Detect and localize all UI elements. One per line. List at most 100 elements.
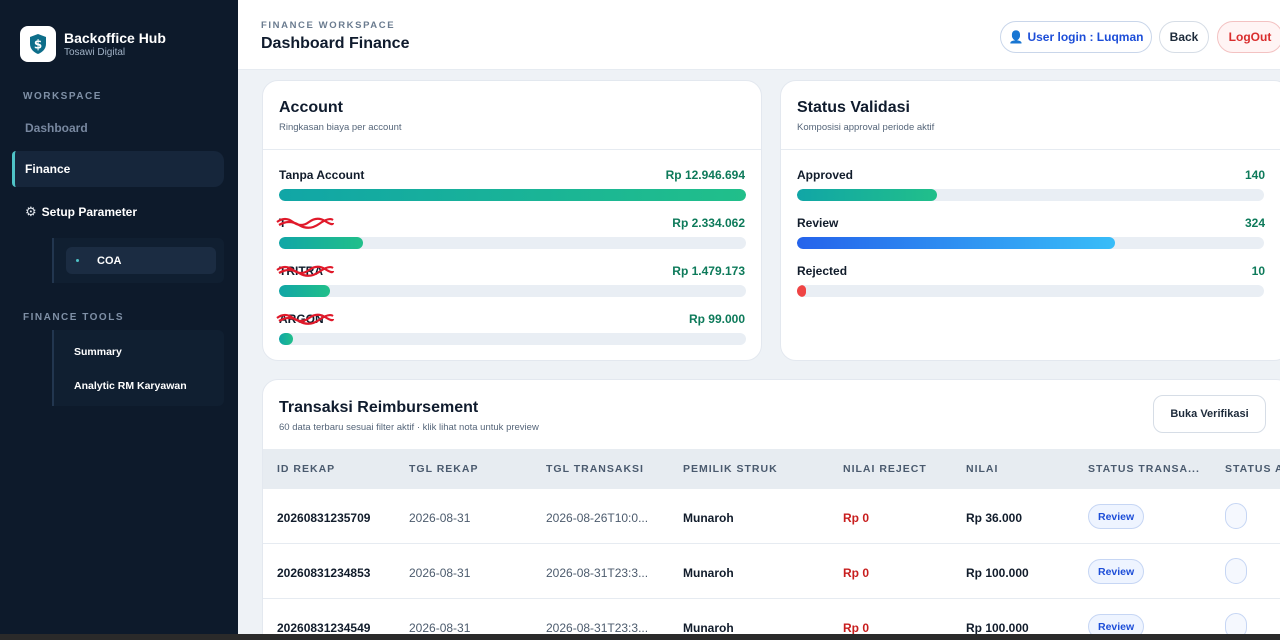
cell-pemilik-struk: Munaroh <box>683 511 734 525</box>
page-title: Dashboard Finance <box>261 35 410 52</box>
sidebar: $ Backoffice Hub Tosawi Digital WORKSPAC… <box>0 0 238 640</box>
dollar-shield-icon: $ <box>20 26 56 62</box>
column-header-id-rekap[interactable]: ID REKAP <box>277 463 336 475</box>
account-progress-track <box>279 237 746 249</box>
cell-id-rekap: 20260831234853 <box>277 566 371 580</box>
workspace-eyebrow: FINANCE WORKSPACE <box>261 20 396 31</box>
sidebar-item-label: Setup Parameter <box>41 205 138 219</box>
finance-tools-list: Summary Analytic RM Karyawan <box>52 330 224 406</box>
status-card-subtitle: Komposisi approval periode aktif <box>797 122 935 133</box>
status-row-label: Review <box>797 216 839 230</box>
bullet-icon <box>76 259 79 262</box>
top-header: FINANCE WORKSPACE Dashboard Finance 👤 Us… <box>238 0 1280 70</box>
table-subtitle: 60 data terbaru sesuai filter aktif · kl… <box>279 422 539 433</box>
status-badge[interactable]: Review <box>1088 504 1145 529</box>
sidebar-item-label: Finance <box>25 162 71 176</box>
cell-nilai: Rp 36.000 <box>966 511 1023 525</box>
account-progress-track <box>279 333 746 345</box>
column-header-nilai-reject[interactable]: NILAI REJECT <box>843 463 927 475</box>
status-progress-track <box>797 285 1264 297</box>
status-progress-track <box>797 237 1264 249</box>
svg-text:$: $ <box>34 38 42 52</box>
cell-nilai: Rp 100.000 <box>966 566 1029 580</box>
sidebar-item-finance[interactable]: Finance <box>12 151 224 187</box>
setup-submenu: COA <box>52 238 224 283</box>
cell-pemilik-struk: Munaroh <box>683 566 734 580</box>
redaction-scribble <box>276 313 335 325</box>
column-header-nilai[interactable]: NILAI <box>966 463 999 475</box>
status-ai-pill[interactable] <box>1225 558 1247 584</box>
tool-item-analytic-rm-karyawan[interactable]: Analytic RM Karyawan <box>74 380 187 392</box>
back-button[interactable]: Back <box>1159 21 1209 53</box>
cell-tgl-rekap: 2026-08-31 <box>409 511 471 525</box>
status-row-label: Approved <box>797 168 854 182</box>
sidebar-item-setup-parameter[interactable]: ⚙ Setup Parameter <box>12 194 224 230</box>
column-header-status-ai[interactable]: STATUS AI <box>1225 463 1280 475</box>
cell-pemilik-struk: Munaroh <box>683 621 734 635</box>
submenu-item-coa[interactable]: COA <box>66 247 216 274</box>
gear-icon: ⚙ <box>25 204 37 219</box>
account-row-value: Rp 2.334.062 <box>672 216 745 230</box>
cell-nilai-reject: Rp 0 <box>843 566 870 580</box>
account-progress-fill <box>279 189 746 201</box>
table-row[interactable]: 20260831235709 2026-08-31 2026-08-26T10:… <box>263 489 1280 544</box>
account-progress-fill <box>279 285 331 297</box>
cell-id-rekap: 20260831235709 <box>277 511 371 525</box>
status-progress-fill <box>797 285 807 297</box>
transaksi-reimbursement-card: Transaksi Reimbursement 60 data terbaru … <box>262 379 1280 640</box>
table-header: ID REKAP TGL REKAP TGL TRANSAKSI PEMILIK… <box>263 449 1280 489</box>
status-ai-pill[interactable] <box>1225 503 1247 529</box>
workspace-section-label: WORKSPACE <box>23 91 102 102</box>
redaction-scribble <box>276 265 335 277</box>
sidebar-item-label: Dashboard <box>25 121 88 135</box>
tool-item-summary[interactable]: Summary <box>74 346 122 358</box>
brand-subtitle: Tosawi Digital <box>64 46 126 58</box>
account-row-value: Rp 1.479.173 <box>672 264 745 278</box>
submenu-item-label: COA <box>97 254 122 267</box>
table-title: Transaksi Reimbursement <box>279 399 479 416</box>
status-validasi-card: Status Validasi Komposisi approval perio… <box>780 80 1280 361</box>
status-row-label: Rejected <box>797 264 848 278</box>
status-row-value: 140 <box>1244 168 1265 182</box>
status-row-value: 10 <box>1251 264 1265 278</box>
account-progress-track <box>279 285 746 297</box>
account-card-subtitle: Ringkasan biaya per account <box>279 122 402 133</box>
cell-nilai-reject: Rp 0 <box>843 621 870 635</box>
user-login-button[interactable]: 👤 User login : Luqman <box>1000 21 1152 53</box>
brand[interactable]: $ Backoffice Hub Tosawi Digital <box>20 26 166 62</box>
status-progress-track <box>797 189 1264 201</box>
user-icon: 👤 <box>1008 30 1024 44</box>
account-progress-track <box>279 189 746 201</box>
account-card-title: Account <box>279 99 343 116</box>
account-card: Account Ringkasan biaya per account Tanp… <box>262 80 762 361</box>
account-row-label: Tanpa Account <box>279 168 365 182</box>
status-row-value: 324 <box>1244 216 1265 230</box>
cell-tgl-rekap: 2026-08-31 <box>409 621 471 635</box>
window-bottom-edge <box>0 634 1280 640</box>
brand-title: Backoffice Hub <box>64 29 166 46</box>
logout-button[interactable]: LogOut <box>1217 21 1280 53</box>
column-header-tgl-rekap[interactable]: TGL REKAP <box>409 463 479 475</box>
cell-nilai: Rp 100.000 <box>966 621 1029 635</box>
table-row[interactable]: 20260831234853 2026-08-31 2026-08-31T23:… <box>263 544 1280 599</box>
cell-tgl-transaksi: 2026-08-26T10:0... <box>546 511 649 525</box>
redaction-scribble <box>276 217 335 229</box>
column-header-status-transaksi[interactable]: STATUS TRANSA... <box>1088 463 1200 475</box>
sidebar-item-dashboard[interactable]: Dashboard <box>12 110 224 146</box>
cell-tgl-transaksi: 2026-08-31T23:3... <box>546 566 649 580</box>
divider <box>781 149 1280 150</box>
column-header-tgl-transaksi[interactable]: TGL TRANSAKSI <box>546 463 644 475</box>
account-row-value: Rp 99.000 <box>688 312 745 326</box>
column-header-pemilik-struk[interactable]: PEMILIK STRUK <box>683 463 778 475</box>
account-progress-fill <box>279 237 364 249</box>
account-progress-fill <box>279 333 293 345</box>
cell-tgl-transaksi: 2026-08-31T23:3... <box>546 621 649 635</box>
cell-id-rekap: 20260831234549 <box>277 621 371 635</box>
table-row[interactable]: 20260831234549 2026-08-31 2026-08-31T23:… <box>263 599 1280 640</box>
status-badge[interactable]: Review <box>1088 559 1145 584</box>
status-card-title: Status Validasi <box>797 99 910 116</box>
status-progress-fill <box>797 237 1115 249</box>
status-progress-fill <box>797 189 938 201</box>
cell-nilai-reject: Rp 0 <box>843 511 870 525</box>
buka-verifikasi-button[interactable]: Buka Verifikasi <box>1153 395 1266 433</box>
